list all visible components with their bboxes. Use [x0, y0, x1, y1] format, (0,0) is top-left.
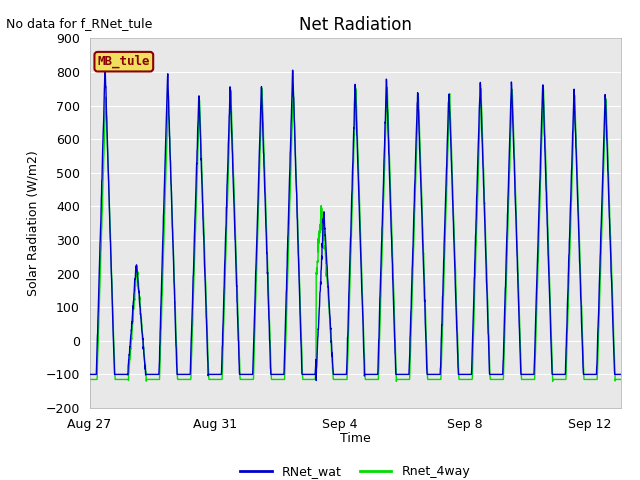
X-axis label: Time: Time	[340, 432, 371, 445]
Line: Rnet_4way: Rnet_4way	[90, 85, 621, 382]
Text: No data for f_RNet_tule: No data for f_RNet_tule	[6, 17, 153, 30]
Rnet_4way	[127, 339, 135, 345]
Y-axis label: Solar Radiation (W/m2): Solar Radiation (W/m2)	[27, 150, 40, 296]
RNet_wat	[194, 134, 202, 140]
RNet_wat	[312, 378, 320, 384]
Rnet_4way	[245, 376, 253, 382]
RNet_wat	[86, 372, 93, 377]
RNet_wat	[127, 327, 135, 333]
Rnet_4way	[504, 207, 512, 213]
RNet_wat	[505, 175, 513, 180]
RNet_wat	[200, 261, 208, 266]
Line: RNet_wat: RNet_wat	[90, 70, 621, 381]
RNet_wat	[101, 67, 109, 72]
Rnet_4way	[200, 235, 208, 241]
Rnet_4way	[86, 376, 93, 382]
Rnet_4way	[193, 172, 201, 178]
RNet_wat	[617, 372, 625, 377]
Legend: RNet_wat, Rnet_4way: RNet_wat, Rnet_4way	[236, 460, 475, 480]
RNet_wat	[246, 372, 253, 377]
Text: MB_tule: MB_tule	[97, 55, 150, 68]
Rnet_4way	[289, 83, 297, 88]
RNet_wat	[378, 224, 386, 230]
Rnet_4way	[378, 262, 386, 268]
Rnet_4way	[548, 379, 556, 384]
Title: Net Radiation: Net Radiation	[299, 16, 412, 34]
Rnet_4way	[617, 376, 625, 382]
